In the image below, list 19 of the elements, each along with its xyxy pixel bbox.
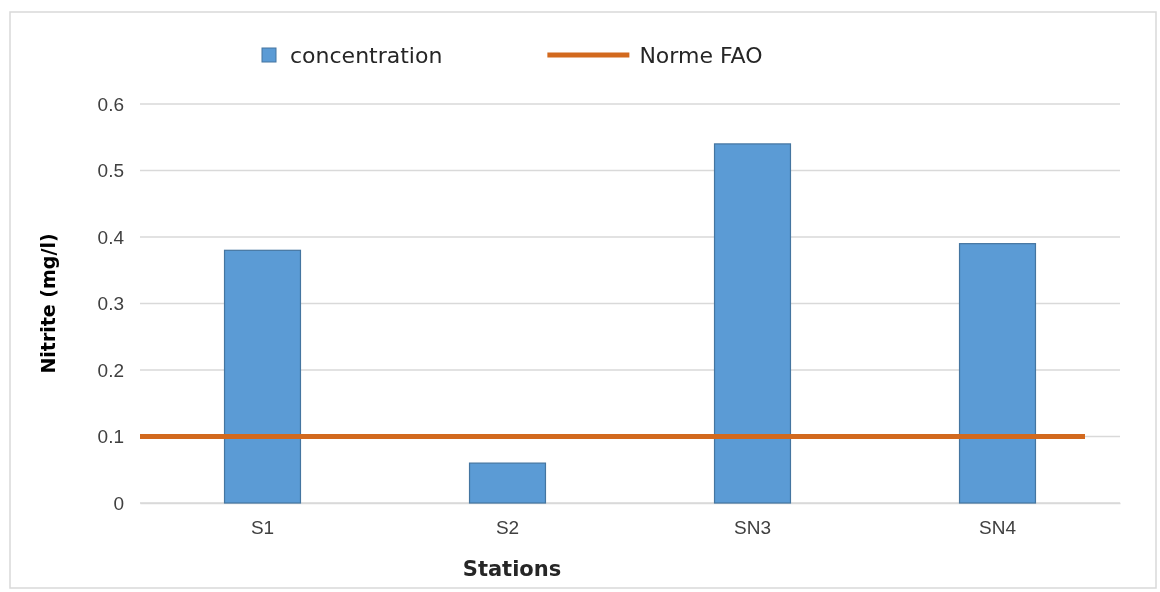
y-tick-label: 0.5 xyxy=(97,160,124,182)
bar xyxy=(223,249,302,504)
x-tick-label: SN4 xyxy=(979,517,1017,539)
y-axis-title: Nitrite (mg/l) xyxy=(37,233,59,374)
x-tick-label: SN3 xyxy=(734,517,771,539)
bar xyxy=(958,243,1037,504)
x-tick-label: S1 xyxy=(250,517,275,539)
bar xyxy=(713,143,792,504)
x-axis-title: Stations xyxy=(462,557,562,581)
bar xyxy=(468,462,547,504)
legend-label: Norme FAO xyxy=(639,43,763,68)
y-tick-label: 0.3 xyxy=(97,293,124,315)
y-tick-label: 0.4 xyxy=(97,226,125,248)
legend-label: concentration xyxy=(290,43,443,68)
y-tick-label: 0.6 xyxy=(97,93,124,115)
y-tick-label: 0 xyxy=(113,492,124,514)
y-tick-label: 0.1 xyxy=(97,426,124,448)
x-tick-label: S2 xyxy=(495,517,520,539)
y-tick-label: 0.2 xyxy=(97,359,124,381)
